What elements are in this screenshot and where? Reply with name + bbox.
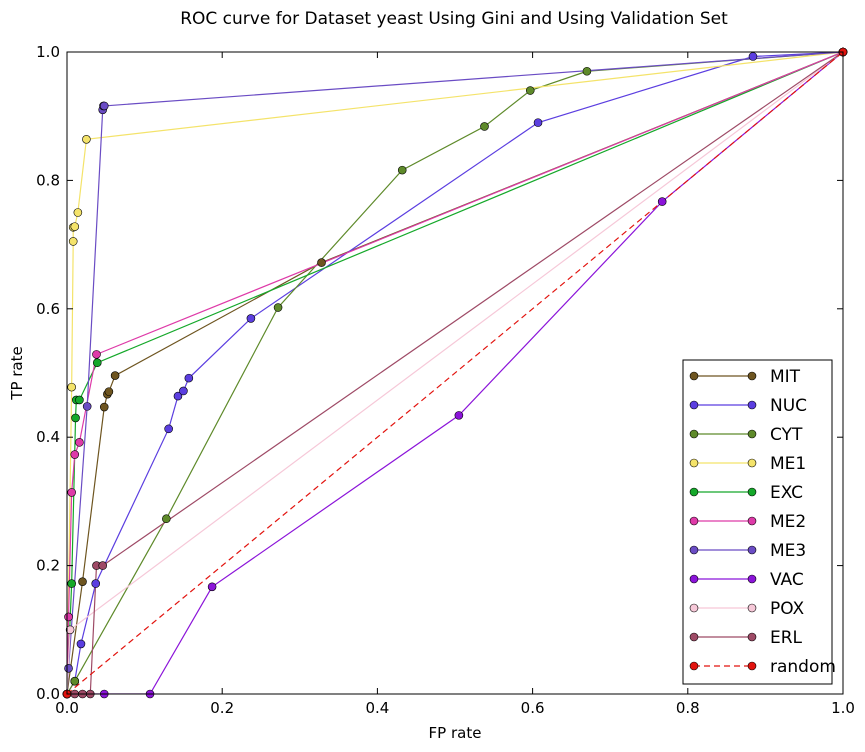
legend-marker-cyt: [747, 429, 757, 439]
data-point-nuc: [533, 118, 543, 127]
data-point-nuc: [246, 314, 256, 323]
legend-label-nuc: NUC: [770, 396, 807, 416]
data-point-cyt: [162, 514, 171, 524]
y-axis-label: TP rate: [8, 346, 26, 400]
legend-label-me2: ME2: [770, 512, 806, 532]
legend-label-random: random: [770, 657, 836, 677]
data-point-me2: [67, 488, 76, 497]
series-line-random: [67, 52, 843, 694]
legend-marker-me1: [689, 458, 699, 468]
legend-marker-vac: [747, 574, 757, 584]
legend-marker-me1: [747, 458, 757, 468]
y-tick-label: 0.6: [36, 300, 60, 318]
data-point-exc: [92, 358, 102, 368]
data-point-nuc: [91, 579, 101, 588]
legend-label-me3: ME3: [770, 541, 806, 561]
y-tick-label: 0.2: [36, 557, 60, 575]
data-point-nuc: [184, 373, 194, 383]
data-point-nuc: [179, 386, 188, 396]
legend-marker-nuc: [689, 400, 699, 410]
data-point-nuc: [164, 424, 173, 434]
data-point-mit: [317, 258, 326, 267]
legend-marker-random: [689, 661, 699, 671]
data-point-exc: [71, 413, 80, 423]
data-point-cyt: [70, 676, 80, 686]
data-point-cyt: [273, 303, 283, 312]
data-point-me2: [92, 350, 101, 359]
data-point-vac: [657, 197, 667, 206]
x-tick-label: 0.4: [365, 699, 389, 717]
legend-marker-cyt: [689, 429, 699, 439]
data-point-nuc: [76, 639, 86, 649]
plot-frame: [66, 51, 844, 695]
data-point-mit: [110, 371, 120, 380]
data-point-me1: [67, 382, 76, 392]
data-point-exc: [75, 395, 84, 405]
data-point-cyt: [397, 165, 407, 175]
data-point-me1: [70, 222, 80, 231]
legend-marker-pox: [689, 603, 699, 613]
legend-marker-erl: [747, 632, 757, 642]
data-point-me1: [73, 208, 83, 217]
legend-marker-random: [747, 661, 757, 671]
data-point-cyt: [480, 122, 489, 131]
legend-label-erl: ERL: [770, 628, 803, 648]
legend-marker-exc: [689, 487, 699, 497]
legend-label-exc: EXC: [770, 483, 803, 503]
data-point-erl: [98, 561, 107, 570]
chart-title: ROC curve for Dataset yeast Using Gini a…: [180, 9, 728, 29]
legend-label-pox: POX: [770, 599, 805, 619]
data-point-me3: [99, 101, 109, 111]
legend-marker-vac: [689, 574, 699, 584]
legend-label-mit: MIT: [770, 367, 801, 387]
data-point-cyt: [582, 66, 592, 76]
legend: MIT NUC CYT ME1 EXC ME2 ME3 VAC POX ERL random: [682, 359, 836, 685]
x-tick-label: 0.8: [676, 699, 700, 717]
y-tick-label: 1.0: [36, 43, 60, 61]
data-point-me3: [82, 402, 92, 411]
legend-marker-pox: [747, 603, 757, 613]
legend-marker-nuc: [747, 400, 757, 410]
data-point-me3: [64, 664, 73, 673]
data-point-pox: [65, 625, 75, 635]
data-point-nuc: [173, 391, 183, 401]
legend-marker-erl: [689, 632, 699, 642]
data-point-exc: [67, 579, 76, 588]
data-point-mit: [78, 577, 87, 586]
x-axis-label: FP rate: [429, 724, 482, 742]
x-tick-label: 0.2: [210, 699, 234, 717]
data-point-me1: [82, 135, 91, 144]
data-point-me1: [68, 237, 78, 246]
data-point-mit: [104, 387, 114, 396]
legend-marker-me3: [747, 545, 757, 555]
legend-marker-me2: [689, 516, 699, 526]
y-tick-label: 0.4: [36, 428, 60, 446]
legend-marker-mit: [689, 371, 699, 381]
legend-marker-me2: [747, 516, 757, 526]
legend-label-me1: ME1: [770, 454, 806, 474]
data-point-vac: [454, 411, 464, 420]
data-point-me2: [75, 438, 84, 447]
data-point-mit: [99, 402, 109, 412]
y-tick-label: 0.0: [36, 685, 60, 703]
legend-label-vac: VAC: [770, 570, 804, 590]
data-point-me2: [70, 450, 80, 459]
data-point-vac: [207, 582, 217, 592]
x-tick-label: 0.0: [55, 699, 79, 717]
legend-marker-exc: [747, 487, 757, 497]
legend-marker-mit: [747, 371, 757, 381]
x-tick-label: 0.6: [521, 699, 545, 717]
x-tick-label: 1.0: [831, 699, 855, 717]
legend-marker-me3: [689, 545, 699, 555]
data-point-nuc: [748, 52, 758, 61]
y-tick-label: 0.8: [36, 171, 60, 189]
legend-box: [682, 359, 833, 685]
data-point-cyt: [525, 86, 535, 95]
data-point-me2: [64, 612, 73, 622]
legend-label-cyt: CYT: [770, 425, 803, 445]
